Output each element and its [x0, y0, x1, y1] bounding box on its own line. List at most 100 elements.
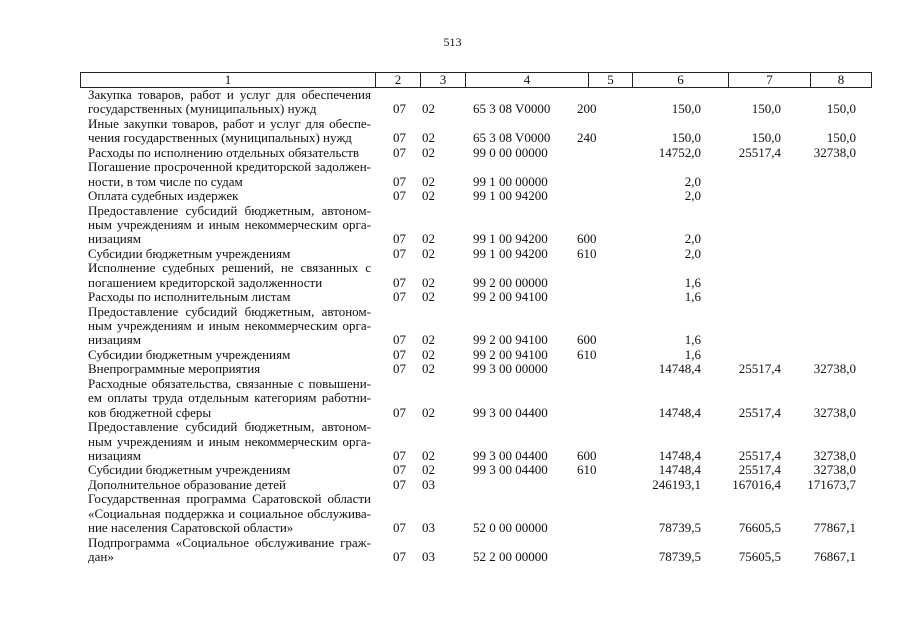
cell-c4: 99 3 00 04400	[473, 404, 548, 420]
cell-c2: 07	[393, 188, 406, 204]
cell-c5: 610	[577, 462, 597, 478]
description-line: Предоставление субсидий бюджетным, автон…	[88, 202, 371, 218]
cell-c6: 1,6	[684, 274, 701, 290]
cell-c3: 02	[422, 130, 435, 146]
table-row: Субсидии бюджетным учреждениям 07 02 99 1 0…	[88, 245, 856, 261]
cell-c5: 200	[577, 101, 597, 117]
row-description: Расходные обязательства, связанные с пов…	[88, 376, 371, 420]
cell-c2: 07	[393, 332, 406, 348]
cell-c4: 99 2 00 94100	[473, 346, 548, 362]
cell-c2: 07	[393, 130, 406, 146]
table-row: Оплата судебных издержек 07 02 99 1 00 9420…	[88, 188, 856, 204]
cell-c2: 07	[393, 274, 406, 290]
cell-c3: 02	[422, 462, 435, 478]
description-line: погашением кредиторской задолженности	[88, 274, 323, 290]
table-row: Субсидии бюджетным учреждениям 07 02 99 3 0…	[88, 462, 856, 478]
cell-c2: 07	[393, 144, 406, 160]
cell-c7: 75605,5	[738, 549, 781, 564]
description-line: Иные закупки товаров, работ и услуг для …	[88, 115, 371, 131]
description-line: ем оплаты труда отдельным категориям раб…	[88, 390, 371, 406]
description-line: государственных (муниципальных) нужд	[88, 101, 317, 117]
table-row: Субсидии бюджетным учреждениям 07 02 99 2 0…	[88, 346, 856, 362]
cell-c6: 14748,4	[658, 361, 701, 377]
row-description: Расходы по исполнению отдельных обязател…	[88, 145, 371, 160]
cell-c7: 25517,4	[738, 361, 781, 377]
cell-c8: 150,0	[826, 130, 856, 146]
cell-c3: 02	[422, 274, 435, 290]
description-line: Субсидии бюджетным учреждениям	[88, 346, 291, 362]
table-row: Государственная программа Саратовской об…	[88, 491, 856, 536]
cell-c2: 07	[393, 173, 406, 189]
cell-c8: 32738,0	[813, 404, 856, 420]
cell-c6: 1,6	[684, 289, 701, 305]
description-line: Внепрограммные мероприятия	[88, 361, 261, 377]
cell-c3: 02	[422, 289, 435, 305]
cell-c7: 150,0	[751, 130, 781, 146]
cell-c6: 2,0	[684, 245, 701, 261]
table-row: Расходные обязательства, связанные с пов…	[88, 376, 856, 420]
description-line: ным учреждениям и иным некоммерческим ор…	[88, 216, 371, 232]
description-line: Закупка товаров, работ и услуг для обесп…	[88, 87, 371, 102]
cell-c7: 25517,4	[738, 144, 781, 160]
cell-c8: 32738,0	[813, 447, 856, 463]
header-cell: 1	[81, 73, 376, 87]
cell-c7: 25517,4	[738, 462, 781, 478]
cell-c6: 246193,1	[652, 476, 701, 492]
cell-c4: 52 2 00 00000	[473, 549, 548, 564]
row-description: Внепрограммные мероприятия	[88, 361, 371, 377]
cell-c4: 52 0 00 00000	[473, 520, 548, 536]
table-row: Подпрограмма «Социальное обслуживание гр…	[88, 535, 856, 565]
description-line: «Социальная поддержка и социальное обслу…	[88, 505, 371, 521]
header-cell: 7	[729, 73, 811, 87]
row-description: Государственная программа Саратовской об…	[88, 491, 371, 535]
row-description: Погашение просроченной кредиторской задо…	[88, 159, 371, 189]
cell-c4: 99 0 00 00000	[473, 144, 548, 160]
cell-c5: 600	[577, 447, 597, 463]
cell-c4: 99 3 00 04400	[473, 447, 548, 463]
cell-c4: 99 3 00 04400	[473, 462, 548, 478]
description-line: ности, в том числе по судам	[88, 173, 243, 189]
table-row: Расходы по исполнительным листам 07 02 99 2…	[88, 289, 856, 305]
cell-c3: 02	[422, 361, 435, 377]
cell-c5: 610	[577, 245, 597, 261]
cell-c4: 99 1 00 94200	[473, 245, 548, 261]
cell-c2: 07	[393, 101, 406, 117]
cell-c4: 99 2 00 00000	[473, 274, 548, 290]
cell-c8: 76867,1	[813, 549, 856, 564]
cell-c3: 02	[422, 231, 435, 247]
row-description: Предоставление субсидий бюджетным, автон…	[88, 202, 371, 247]
cell-c3: 02	[422, 101, 435, 117]
cell-c7: 167016,4	[732, 476, 781, 492]
cell-c6: 78739,5	[658, 520, 701, 536]
cell-c2: 07	[393, 346, 406, 362]
cell-c6: 2,0	[684, 188, 701, 204]
row-description: Дополнительное образование детей	[88, 476, 371, 492]
header-cell: 2	[376, 73, 421, 87]
cell-c6: 78739,5	[658, 549, 701, 564]
table-row: Расходы по исполнению отдельных обязател…	[88, 144, 856, 160]
description-line: низациям	[88, 447, 141, 463]
cell-c4: 99 1 00 94200	[473, 188, 548, 204]
description-line: Предоставление субсидий бюджетным, автон…	[88, 303, 371, 319]
description-line: чения государственных (муниципальных) ну…	[88, 130, 352, 146]
header-cell: 6	[633, 73, 729, 87]
page-number: 513	[443, 35, 462, 49]
cell-c3: 02	[422, 447, 435, 463]
description-line: ков бюджетной сферы	[88, 404, 212, 420]
cell-c3: 02	[422, 245, 435, 261]
description-line: Дополнительное образование детей	[88, 476, 286, 492]
cell-c8: 32738,0	[813, 462, 856, 478]
row-description: Расходы по исполнительным листам	[88, 289, 371, 304]
cell-c7: 25517,4	[738, 447, 781, 463]
table-row: Иные закупки товаров, работ и услуг для …	[88, 115, 856, 146]
description-line: ным учреждениям и иным некоммерческим ор…	[88, 318, 371, 333]
cell-c6: 14748,4	[658, 447, 701, 463]
cell-c5: 600	[577, 332, 597, 348]
cell-c6: 1,6	[684, 346, 701, 362]
table-body: Закупка товаров, работ и услуг для обесп…	[88, 87, 856, 565]
cell-c3: 02	[422, 404, 435, 420]
description-line: Погашение просроченной кредиторской задо…	[88, 159, 371, 175]
header-cell: 4	[466, 73, 589, 87]
